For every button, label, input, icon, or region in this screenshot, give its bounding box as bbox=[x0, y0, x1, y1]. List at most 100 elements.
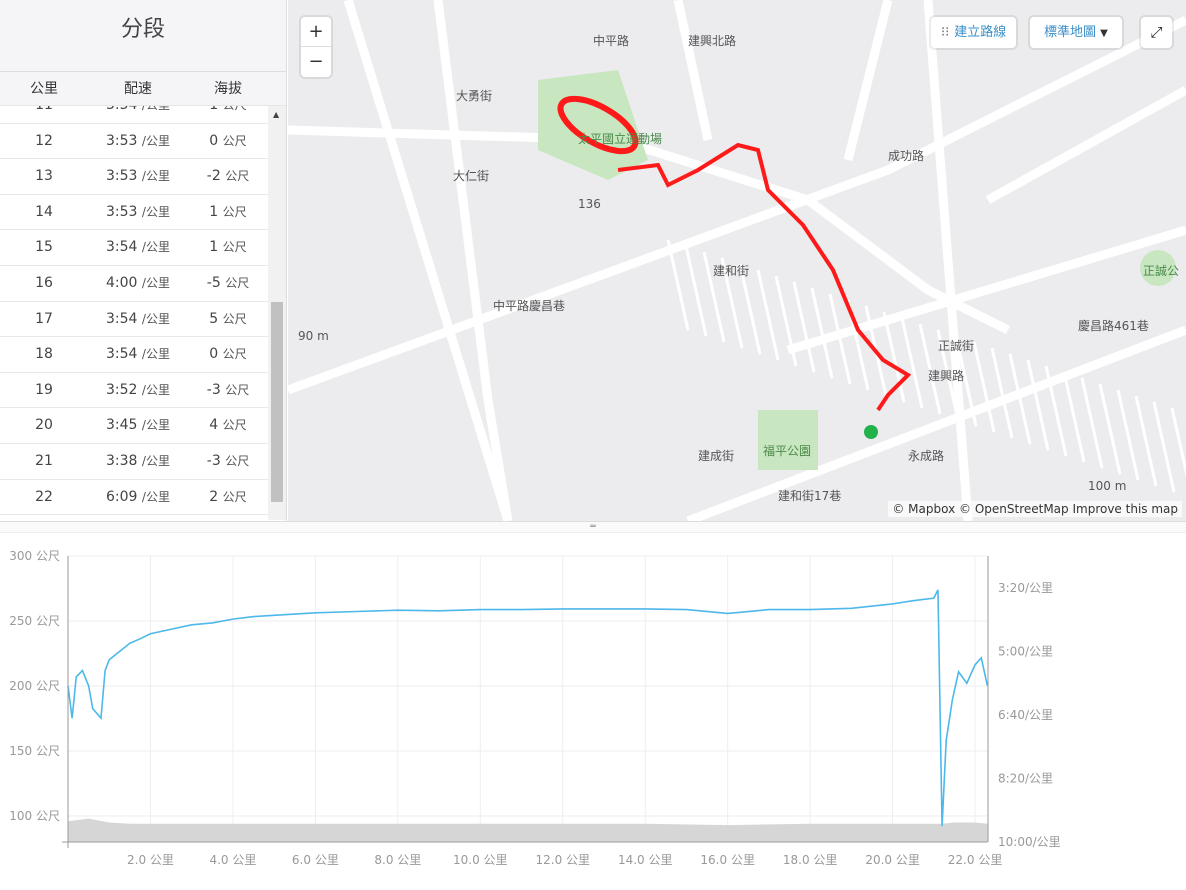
map-street bbox=[954, 335, 978, 427]
map-street bbox=[828, 293, 852, 385]
x-tick-label: 18.0 公里 bbox=[783, 853, 838, 867]
split-row: 22 6:09 /公里 2 公尺 bbox=[0, 480, 268, 516]
route-track-loop bbox=[557, 95, 639, 155]
park-stadium bbox=[538, 70, 648, 180]
left-tick-label: 250 公尺 bbox=[9, 614, 60, 628]
split-elevation: -2 公尺 bbox=[206, 168, 250, 185]
park-zhengcheng bbox=[1140, 250, 1176, 286]
map-label: 正誠街 bbox=[938, 339, 974, 353]
split-pace: 3:45 /公里 bbox=[106, 417, 170, 434]
fullscreen-button[interactable]: ⤢ bbox=[1141, 17, 1172, 48]
park-fuping bbox=[758, 410, 818, 470]
create-route-button[interactable]: ⁝⁝ 建立路線 bbox=[931, 17, 1017, 48]
map-label: 正誠公 bbox=[1143, 264, 1179, 278]
map-label: 慶昌路461巷 bbox=[1078, 318, 1149, 333]
map-street bbox=[972, 341, 996, 433]
split-row: 14 3:53 /公里 1 公尺 bbox=[0, 195, 268, 231]
map-label: 太平國立運動場 bbox=[578, 131, 662, 146]
header-elevation[interactable]: 海拔 bbox=[214, 81, 242, 97]
map-street bbox=[738, 263, 762, 355]
map-street bbox=[702, 251, 726, 343]
split-pace: 3:54 /公里 bbox=[106, 346, 170, 363]
left-tick-label: 300 公尺 bbox=[9, 549, 60, 563]
map-street bbox=[1116, 389, 1140, 481]
map-street bbox=[1152, 401, 1176, 493]
map-style-label: 標準地圖 bbox=[1044, 25, 1097, 40]
splits-header: 公里 配速 海拔 bbox=[0, 72, 286, 106]
map-street bbox=[1134, 395, 1158, 487]
map-street bbox=[990, 347, 1014, 439]
map-road bbox=[686, 325, 1186, 521]
x-tick-label: 12.0 公里 bbox=[535, 853, 590, 867]
split-row: 18 3:54 /公里 0 公尺 bbox=[0, 337, 268, 373]
resize-handle[interactable]: ═ bbox=[0, 521, 1186, 533]
x-tick-label: 14.0 公里 bbox=[618, 853, 673, 867]
split-pace: 3:52 /公里 bbox=[106, 381, 170, 398]
map-road bbox=[843, 0, 893, 162]
split-elevation: -3 公尺 bbox=[206, 452, 250, 469]
x-tick-label: 2.0 公里 bbox=[127, 853, 174, 867]
x-tick-label: 20.0 公里 bbox=[865, 853, 920, 867]
expand-icon: ⤢ bbox=[1150, 23, 1163, 41]
map-street bbox=[1062, 371, 1086, 463]
map-street bbox=[936, 329, 960, 421]
elevation-area bbox=[68, 818, 988, 842]
split-pace: 3:53 /公里 bbox=[106, 132, 170, 149]
split-row: 17 3:54 /公里 5 公尺 bbox=[0, 302, 268, 338]
split-elevation: -3 公尺 bbox=[206, 381, 250, 398]
split-row: 11 3:54 /公里 1 公尺 bbox=[0, 106, 268, 124]
map-street bbox=[792, 281, 816, 373]
start-marker bbox=[864, 425, 878, 439]
split-elevation: -5 公尺 bbox=[206, 274, 250, 291]
scrollbar[interactable]: ▲ bbox=[268, 106, 286, 520]
map-road bbox=[288, 15, 1186, 395]
split-row: 21 3:38 /公里 -3 公尺 bbox=[0, 444, 268, 480]
split-elevation: 4 公尺 bbox=[209, 417, 247, 434]
x-tick-label: 10.0 公里 bbox=[453, 853, 508, 867]
zoom-in-button[interactable]: + bbox=[301, 17, 331, 47]
map-street bbox=[720, 257, 744, 349]
split-elevation: 1 公尺 bbox=[209, 203, 247, 220]
zoom-out-button[interactable]: − bbox=[308, 51, 324, 72]
left-tick-label: 200 公尺 bbox=[9, 679, 60, 693]
map-label: 大勇街 bbox=[456, 89, 492, 103]
splits-panel: 分段 公里 配速 海拔 11 3:54 /公里 1 公尺12 3:53 /公里 … bbox=[0, 0, 287, 521]
pace-elevation-chart: 300 公尺 250 公尺 200 公尺 150 公尺 100 公尺 2.0 公里 4.0 … bbox=[9, 549, 1061, 867]
map-street bbox=[1044, 365, 1068, 457]
map-street bbox=[918, 323, 942, 415]
map-road bbox=[985, 86, 1186, 204]
right-tick-label: 8:20/公里 bbox=[998, 772, 1053, 786]
map-label: 90 m bbox=[298, 329, 329, 343]
map-label: 建和街 bbox=[713, 264, 749, 278]
right-tick-label: 6:40/公里 bbox=[998, 708, 1053, 722]
map-street bbox=[684, 245, 708, 337]
header-km[interactable]: 公里 bbox=[30, 81, 58, 97]
scroll-up-icon[interactable]: ▲ bbox=[273, 110, 280, 119]
route-icon: ⁝⁝ bbox=[941, 25, 950, 40]
split-pace: 4:00 /公里 bbox=[106, 274, 170, 291]
split-km: 18 bbox=[35, 346, 53, 363]
split-row: 16 4:00 /公里 -5 公尺 bbox=[0, 266, 268, 302]
pace-line bbox=[67, 589, 989, 827]
x-tick-label: 4.0 公里 bbox=[209, 853, 256, 867]
map-label: 永成路 bbox=[908, 448, 944, 463]
header-pace[interactable]: 配速 bbox=[124, 81, 152, 97]
map-label: 大仁街 bbox=[453, 169, 489, 183]
split-row: 15 3:54 /公里 1 公尺 bbox=[0, 230, 268, 266]
map-label: 100 m bbox=[1088, 479, 1126, 493]
map-street bbox=[810, 287, 834, 379]
map-label: 中平路慶昌巷 bbox=[493, 298, 565, 313]
split-elevation: 0 公尺 bbox=[209, 346, 247, 363]
map-style-select[interactable]: 標準地圖 ▼ bbox=[1030, 17, 1122, 48]
map-street bbox=[1098, 383, 1122, 475]
map-attribution[interactable]: © Mapbox © OpenStreetMap Improve this ma… bbox=[888, 501, 1182, 517]
split-km: 16 bbox=[35, 274, 53, 291]
scrollbar-thumb[interactable] bbox=[271, 302, 283, 502]
map-road bbox=[673, 0, 713, 141]
right-tick-label: 10:00/公里 bbox=[998, 835, 1061, 849]
right-tick-label: 3:20/公里 bbox=[998, 581, 1053, 595]
split-km: 19 bbox=[35, 381, 53, 398]
map[interactable]: 太平國立運動場 建興北路 大勇街 大仁街 成功路 中平路 中平路慶昌巷 建和街 正誠街 建興路 建成… bbox=[288, 0, 1186, 521]
